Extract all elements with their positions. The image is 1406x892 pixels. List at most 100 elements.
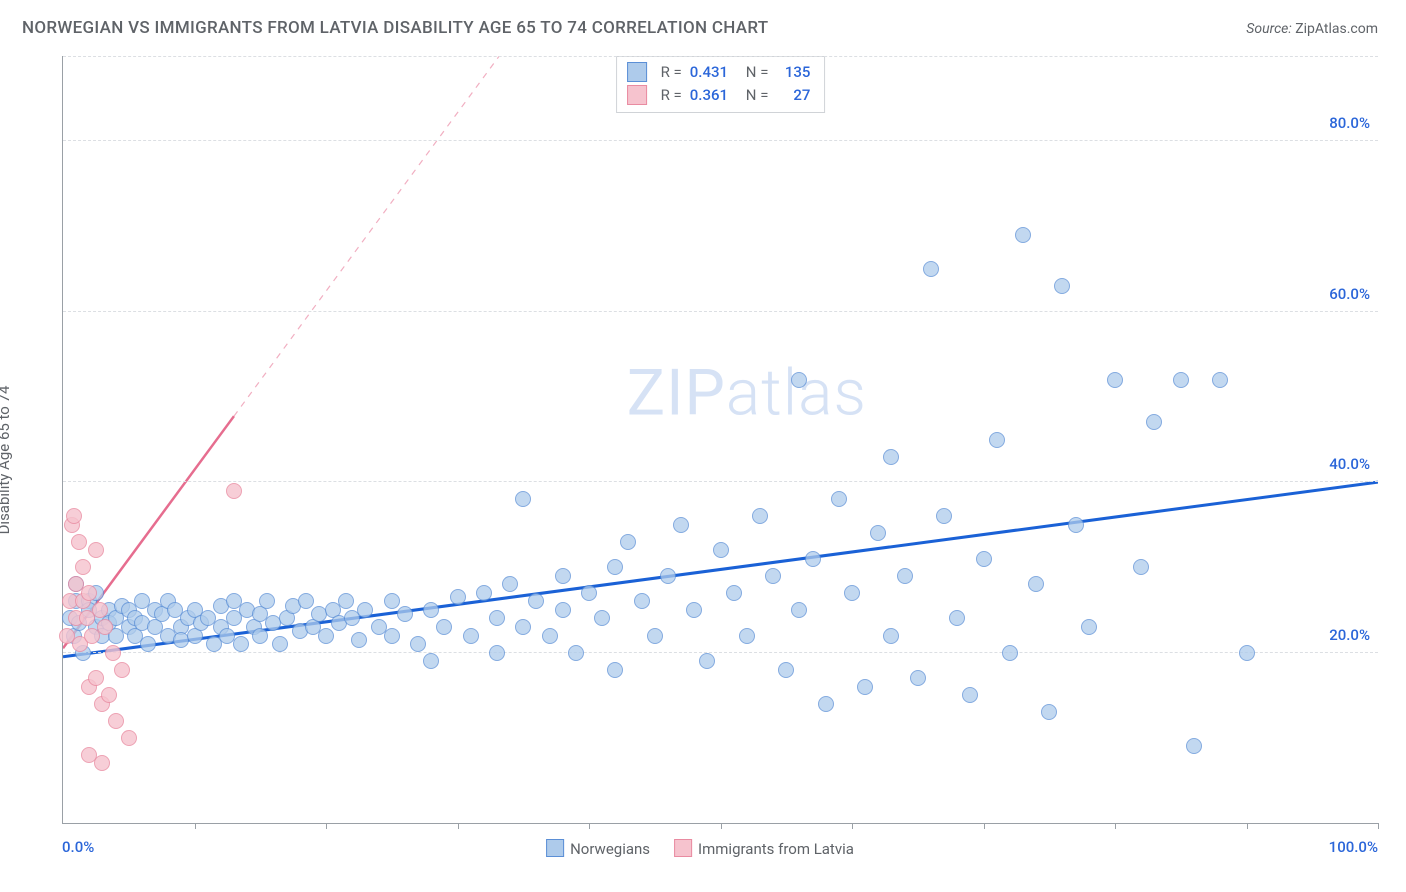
data-point: [936, 508, 952, 524]
r-value: 0.431: [690, 61, 738, 84]
data-point: [66, 508, 82, 524]
y-tick-label: 60.0%: [1329, 285, 1370, 303]
series-swatch: [627, 85, 647, 105]
data-point: [1041, 704, 1057, 720]
data-point: [594, 610, 610, 626]
data-point: [818, 696, 834, 712]
data-point: [620, 534, 636, 550]
data-point: [1186, 738, 1202, 754]
data-point: [233, 636, 249, 652]
data-point: [114, 662, 130, 678]
data-point: [1002, 645, 1018, 661]
gridline: [63, 56, 1378, 57]
data-point: [989, 432, 1005, 448]
y-axis-label: Disability Age 65 to 74: [0, 386, 13, 535]
data-point: [581, 585, 597, 601]
data-point: [607, 662, 623, 678]
data-point: [1081, 619, 1097, 635]
data-point: [883, 449, 899, 465]
y-tick-label: 20.0%: [1329, 626, 1370, 644]
series-swatch: [627, 62, 647, 82]
data-point: [713, 542, 729, 558]
data-point: [92, 602, 108, 618]
data-point: [805, 551, 821, 567]
data-point: [647, 628, 663, 644]
series-swatch: [674, 839, 692, 857]
data-point: [436, 619, 452, 635]
x-tick: [589, 823, 590, 829]
data-point: [976, 551, 992, 567]
data-point: [450, 589, 466, 605]
data-point: [108, 713, 124, 729]
data-point: [739, 628, 755, 644]
watermark: ZIPatlas: [627, 356, 867, 431]
series-legend: Norwegians Immigrants from Latvia: [546, 839, 854, 858]
data-point: [831, 491, 847, 507]
data-point: [555, 602, 571, 618]
gridline: [63, 311, 1378, 312]
correlation-chart: Disability Age 65 to 74 ZIPatlas R =0.43…: [22, 56, 1378, 864]
data-point: [101, 687, 117, 703]
legend-label: Immigrants from Latvia: [698, 840, 854, 858]
data-point: [528, 593, 544, 609]
data-point: [94, 755, 110, 771]
data-point: [699, 653, 715, 669]
gridline: [63, 652, 1378, 653]
data-point: [410, 636, 426, 652]
data-point: [1146, 414, 1162, 430]
data-point: [81, 585, 97, 601]
data-point: [883, 628, 899, 644]
data-point: [515, 619, 531, 635]
data-point: [105, 645, 121, 661]
data-point: [226, 483, 242, 499]
data-point: [489, 610, 505, 626]
data-point: [568, 645, 584, 661]
y-tick-label: 40.0%: [1329, 455, 1370, 473]
data-point: [660, 568, 676, 584]
n-label: N =: [746, 84, 769, 107]
data-point: [357, 602, 373, 618]
trend-lines: [63, 56, 1378, 823]
data-point: [71, 534, 87, 550]
data-point: [515, 491, 531, 507]
data-point: [1173, 372, 1189, 388]
data-point: [397, 606, 413, 622]
stats-row: R =0.431N =135: [627, 61, 811, 84]
data-point: [88, 670, 104, 686]
r-value: 0.361: [690, 84, 738, 107]
data-point: [634, 593, 650, 609]
data-point: [259, 593, 275, 609]
y-tick-label: 80.0%: [1329, 114, 1370, 132]
chart-header: NORWEGIAN VS IMMIGRANTS FROM LATVIA DISA…: [0, 0, 1406, 48]
stats-row: R =0.361N =27: [627, 84, 811, 107]
x-tick: [1115, 823, 1116, 829]
x-axis-max-label: 100.0%: [1329, 838, 1378, 856]
x-tick: [458, 823, 459, 829]
data-point: [121, 730, 137, 746]
data-point: [752, 508, 768, 524]
legend-item: Immigrants from Latvia: [674, 839, 854, 858]
data-point: [686, 602, 702, 618]
legend-item: Norwegians: [546, 839, 650, 858]
data-point: [1068, 517, 1084, 533]
data-point: [351, 632, 367, 648]
data-point: [97, 619, 113, 635]
x-tick: [852, 823, 853, 829]
gridline: [63, 140, 1378, 141]
data-point: [778, 662, 794, 678]
data-point: [463, 628, 479, 644]
data-point: [607, 559, 623, 575]
data-point: [1133, 559, 1149, 575]
data-point: [298, 593, 314, 609]
data-point: [857, 679, 873, 695]
data-point: [1107, 372, 1123, 388]
source-label: Source:: [1246, 21, 1291, 37]
data-point: [673, 517, 689, 533]
data-point: [542, 628, 558, 644]
source-attribution: Source: ZipAtlas.com: [1246, 21, 1378, 37]
data-point: [555, 568, 571, 584]
x-tick: [1378, 823, 1379, 829]
x-tick: [721, 823, 722, 829]
r-label: R =: [661, 84, 682, 107]
x-tick: [326, 823, 327, 829]
